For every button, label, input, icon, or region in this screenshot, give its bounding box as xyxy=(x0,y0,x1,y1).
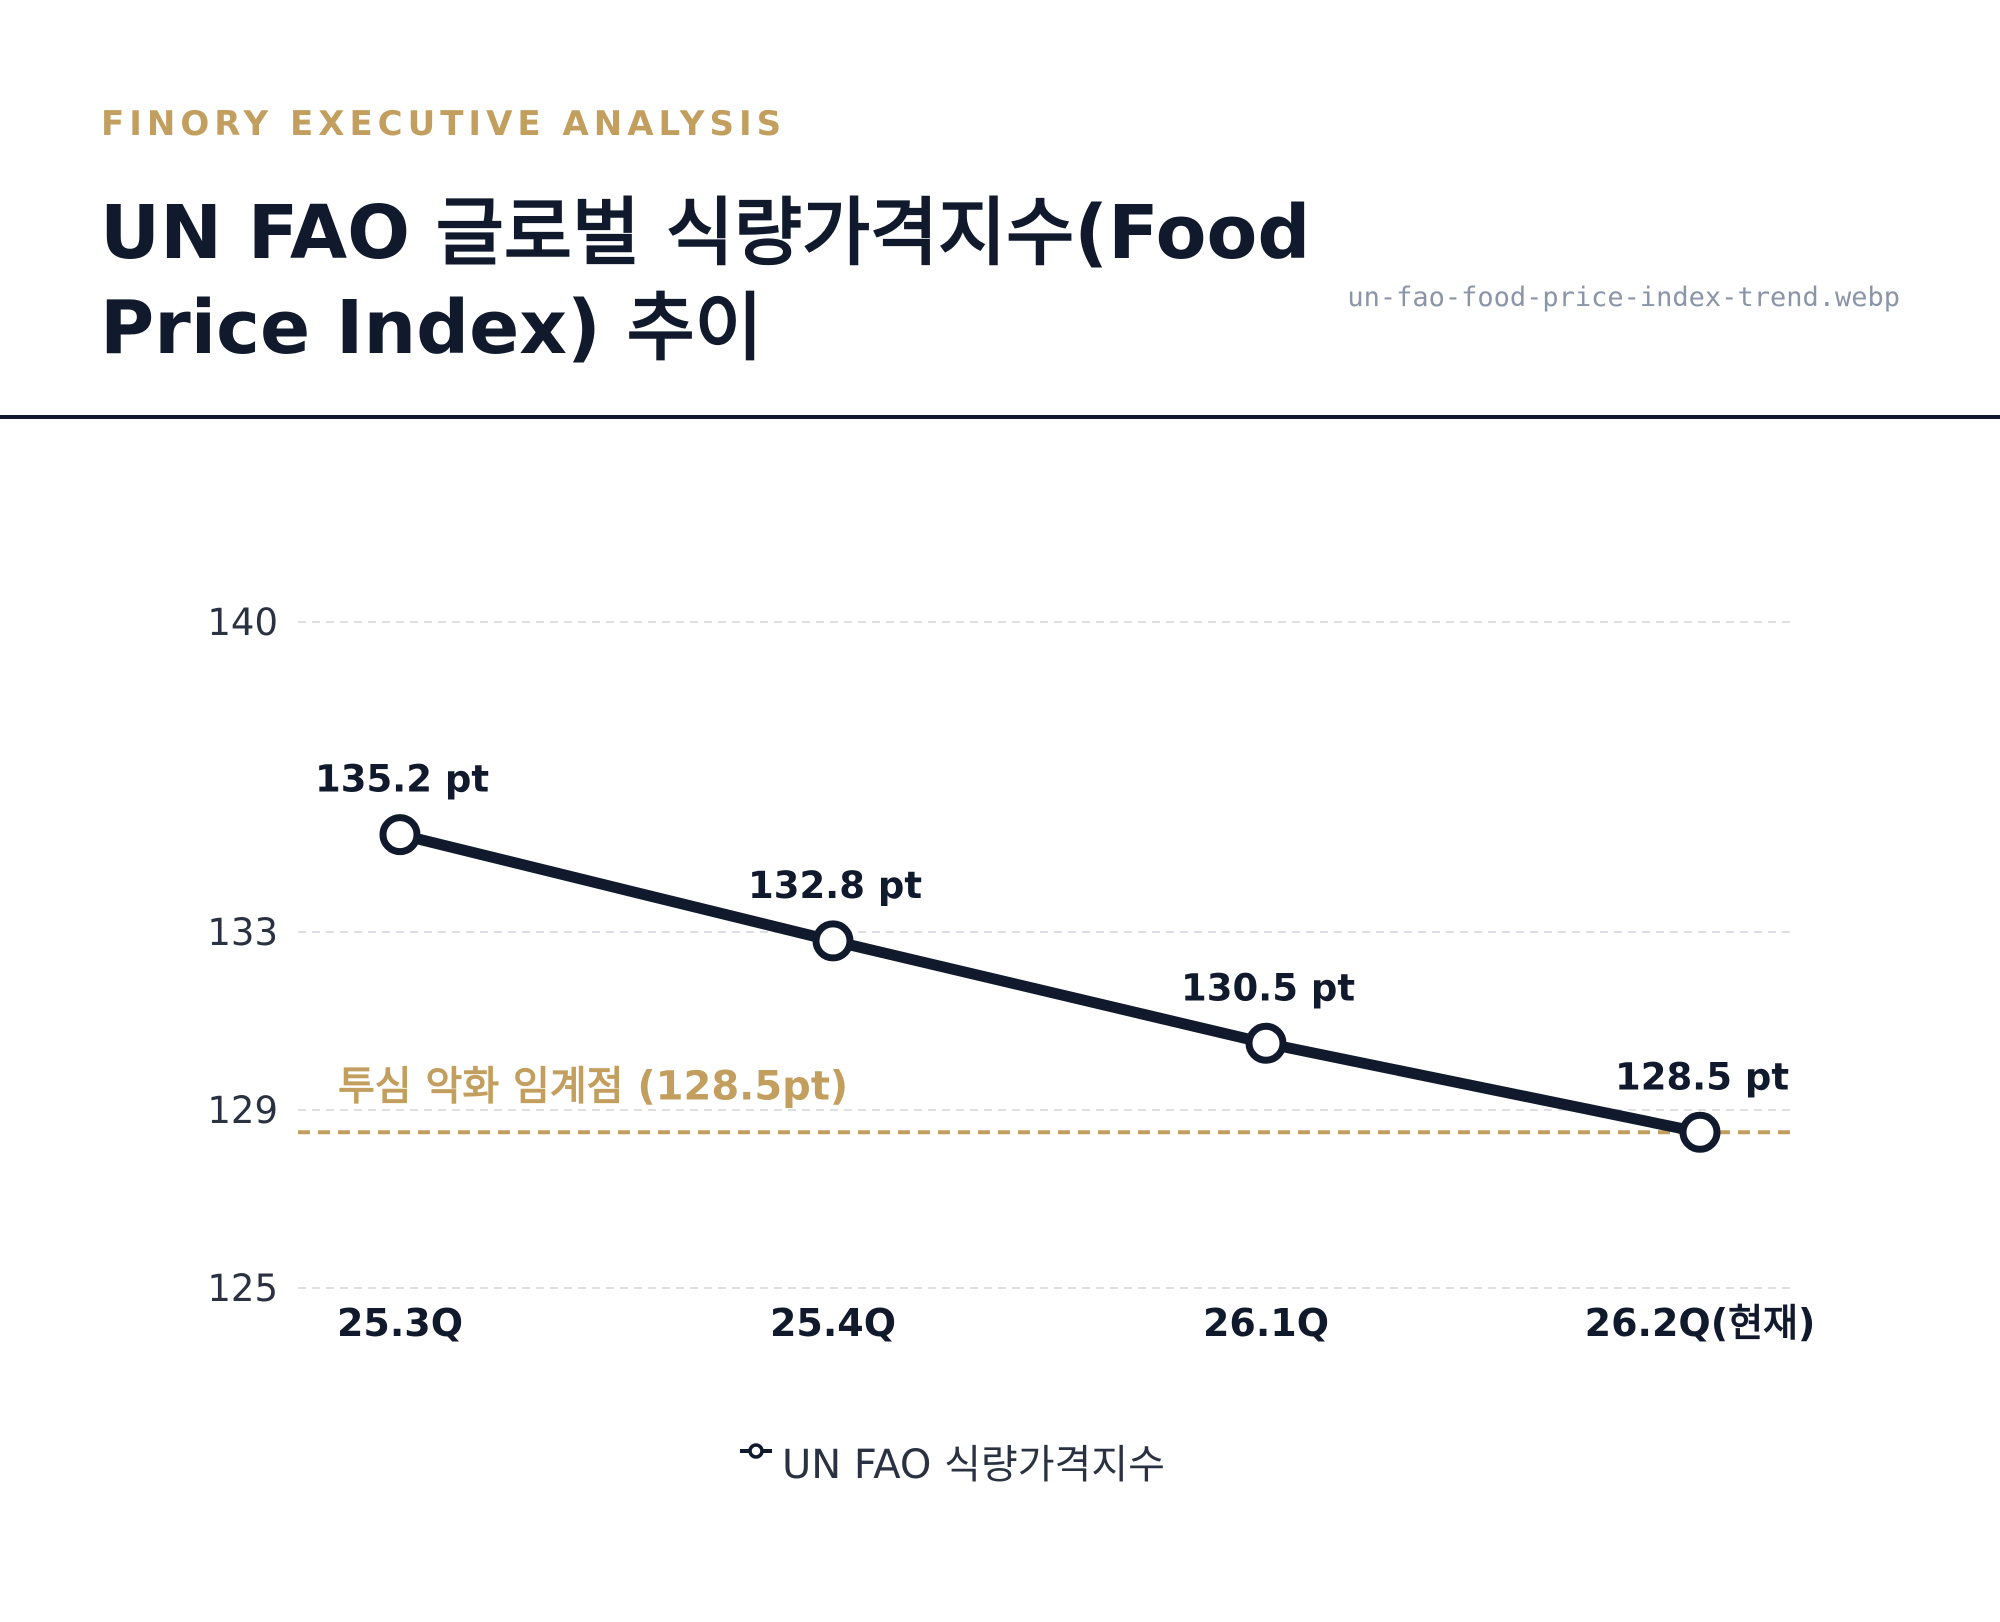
y-tick-label: 133 xyxy=(207,911,278,954)
y-tick-label: 140 xyxy=(207,601,278,644)
legend-line-marker-icon xyxy=(740,1443,772,1459)
data-label: 132.8 pt xyxy=(748,864,922,907)
data-point xyxy=(1679,1111,1721,1153)
x-tick-label: 26.2Q(현재) xyxy=(1585,1301,1816,1345)
grid-layer: 125 129 133 140 xyxy=(207,601,1795,1310)
chart-title: UN FAO 글로벌 식량가격지수(Food Price Index) 추이 xyxy=(100,190,1311,371)
data-label: 128.5 pt xyxy=(1615,1055,1789,1098)
series-line xyxy=(394,829,1706,1138)
kicker-label: FINORY EXECUTIVE ANALYSIS xyxy=(101,104,787,144)
threshold-layer: 투심 악화 임계점 (128.5pt) xyxy=(298,1063,1795,1135)
x-tick-label: 25.3Q xyxy=(337,1301,463,1345)
legend: UN FAO 식량가격지수 xyxy=(738,1436,1165,1488)
header-divider xyxy=(0,415,2000,419)
data-label: 130.5 pt xyxy=(1181,966,1355,1009)
data-point xyxy=(1245,1022,1287,1064)
filename-label: un-fao-food-price-index-trend.webp xyxy=(1347,282,1900,313)
label-layer: 135.2 pt 132.8 pt 130.5 pt 128.5 pt 25.3Q 25.… xyxy=(315,758,1815,1345)
y-tick-label: 125 xyxy=(207,1267,278,1310)
data-point xyxy=(379,814,421,856)
x-tick-label: 25.4Q xyxy=(770,1301,896,1345)
data-point xyxy=(812,920,854,962)
x-tick-label: 26.1Q xyxy=(1203,1301,1329,1345)
data-label: 135.2 pt xyxy=(315,758,489,801)
legend-label: UN FAO 식량가격지수 xyxy=(782,1442,1165,1488)
series-layer xyxy=(379,814,1721,1153)
threshold-label: 투심 악화 임계점 (128.5pt) xyxy=(338,1063,848,1109)
y-tick-label: 129 xyxy=(207,1089,278,1132)
